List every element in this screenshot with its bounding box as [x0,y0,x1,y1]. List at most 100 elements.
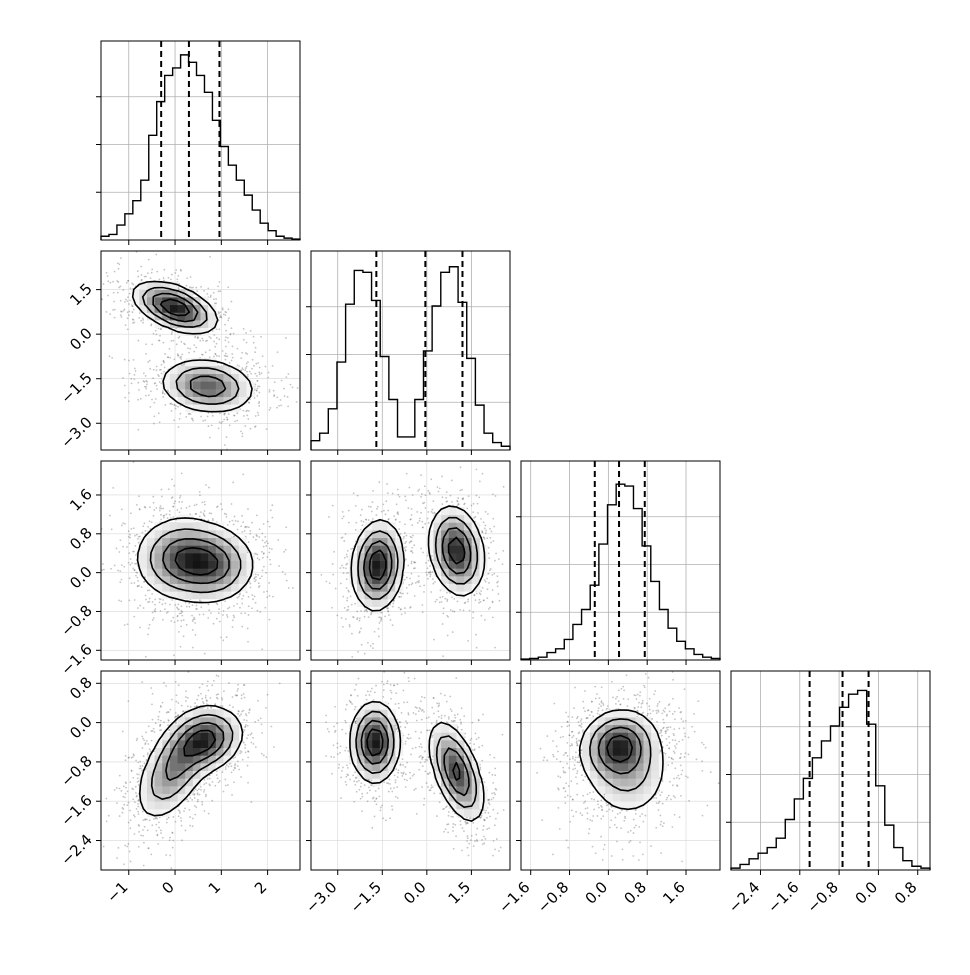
sample-point [346,600,348,602]
sample-point [227,616,229,618]
sample-point [246,371,248,373]
sample-point [190,287,192,289]
sample-point [199,494,201,496]
sample-point [461,489,463,491]
sample-point [392,624,394,626]
sample-point [431,511,433,513]
sample-point [406,587,408,589]
sample-point [107,280,109,282]
sample-point [262,540,264,542]
sample-point [397,494,399,496]
sample-point [220,636,222,638]
density-cell [223,561,231,569]
density-cell [216,568,224,576]
sample-point [162,396,164,398]
sample-point [355,505,357,507]
sample-point [153,818,155,820]
sample-point [262,557,264,559]
sample-point [486,537,488,539]
sample-point [260,336,262,338]
sample-point [410,550,412,552]
sample-point [135,760,137,762]
sample-point [195,513,197,515]
sample-point [345,618,347,620]
sample-point [200,416,202,418]
sample-point [351,604,353,606]
sample-point [430,591,432,593]
density-cell [479,553,487,561]
sample-point [392,493,394,495]
sample-point [233,605,235,607]
sample-point [159,279,161,281]
sample-point [166,612,168,614]
sample-point [476,495,478,497]
density-cell [155,553,163,561]
sample-point [160,610,162,612]
sample-point [378,622,380,624]
sample-point [398,596,400,598]
sample-point [346,572,348,574]
histogram-step [101,55,300,240]
sample-point [245,526,247,528]
sample-point [177,620,179,622]
density-cell [185,381,193,389]
sample-point [411,563,413,565]
sample-point [398,607,400,609]
sample-point [503,486,505,488]
sample-point [145,599,147,601]
sample-point [164,608,166,610]
sample-point [428,511,430,513]
sample-point [438,491,440,493]
sample-point [258,372,260,374]
sample-point [218,290,220,292]
sample-point [150,277,152,279]
sample-point [131,305,133,307]
sample-point [393,515,395,517]
sample-point [273,390,275,392]
sample-point [149,624,151,626]
sample-point [191,418,193,420]
sample-point [403,536,405,538]
sample-point [258,559,260,561]
sample-point [254,397,256,399]
sample-point [280,404,282,406]
sample-point [228,413,230,415]
sample-point [407,507,409,509]
sample-point [467,640,469,642]
sample-point [137,340,139,342]
sample-point [158,375,160,377]
sample-point [347,550,349,552]
density-cell [162,522,170,530]
sample-point [112,309,114,311]
density-cell [201,553,209,561]
sample-point [276,407,278,409]
sample-point [405,499,407,501]
density-cell [449,545,457,553]
sample-point [181,615,183,617]
sample-point [282,571,284,573]
density-cell [193,366,201,374]
sample-point [487,513,489,515]
sample-point [246,342,248,344]
sample-point [425,562,427,564]
sample-point [479,599,481,601]
sample-point [488,552,490,554]
sample-point [157,834,159,836]
hist-panel-4 [726,671,930,870]
sample-point [219,421,221,423]
sample-point [409,607,411,609]
sample-point [360,628,362,630]
sample-point [258,586,260,588]
sample-point [160,369,162,371]
sample-point [120,314,122,316]
sample-point [477,503,479,505]
sample-point [126,245,128,247]
sample-point [285,376,287,378]
sample-point [237,348,239,350]
sample-point [134,599,136,601]
sample-point [82,274,84,276]
sample-point [242,521,244,523]
sample-point [439,487,441,489]
sample-point [149,506,151,508]
sample-point [145,395,147,397]
